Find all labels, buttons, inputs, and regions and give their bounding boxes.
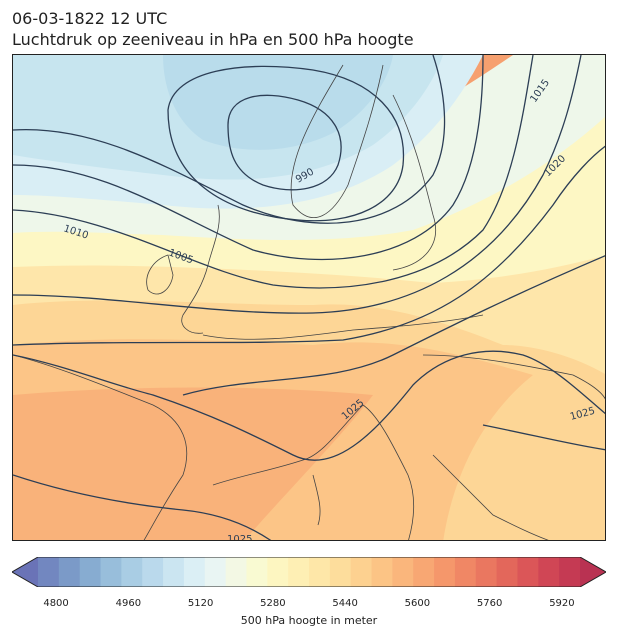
isobar-1025-east <box>482 424 605 451</box>
colorbar-tick-label: 5920 <box>549 598 575 609</box>
colorbar-cell <box>496 557 518 587</box>
colorbar <box>12 557 606 587</box>
coastline-britain <box>181 204 220 334</box>
coastline-northsea <box>202 314 484 340</box>
colorbar-cell <box>559 557 581 587</box>
colorbar-cell <box>329 557 352 587</box>
colorbar-cell <box>392 557 414 587</box>
colorbar-cell <box>100 557 122 587</box>
coastline-scandinavia <box>290 64 384 218</box>
colorbar-cell <box>517 557 539 587</box>
colorbar-cell <box>371 557 393 587</box>
isobar-1025 <box>13 350 605 461</box>
isobar-990 <box>227 94 342 191</box>
colorbar-cell <box>267 557 289 587</box>
isobar-995 <box>167 65 405 222</box>
colorbar-cell <box>246 557 268 587</box>
colorbar-cell <box>58 557 81 587</box>
colorbar-tick-label: 4800 <box>43 598 69 609</box>
map-date-title: 06-03-1822 12 UTC <box>12 9 168 28</box>
isobar-1015 <box>13 55 582 314</box>
isobar-1025-south <box>13 474 272 540</box>
colorbar-extend-max <box>580 557 606 587</box>
colorbar-tick-label: 5440 <box>332 598 358 609</box>
coastline-italy <box>212 404 415 540</box>
weather-map: 1015 1020 1010 1005 990 1025 1025 1025 <box>12 54 606 541</box>
isobar-1000 <box>13 55 446 224</box>
coastline-corsica <box>312 474 321 526</box>
coastline-iberia <box>13 354 187 540</box>
colorbar-cell <box>204 557 227 587</box>
colorbar-cell <box>454 557 477 587</box>
colorbar-cell <box>121 557 143 587</box>
colorbar-cell <box>38 557 60 587</box>
colorbar-cell <box>309 557 331 587</box>
colorbar-extend-min <box>12 557 38 587</box>
title-block: 06-03-1822 12 UTC Luchtdruk op zeeniveau… <box>12 8 414 50</box>
colorbar-cell <box>475 557 498 587</box>
colorbar-tick-label: 5120 <box>187 598 214 609</box>
isobar-1020a <box>13 145 605 346</box>
colorbar-cell <box>183 557 206 587</box>
colorbar-cell <box>350 557 373 587</box>
coastline-balkans <box>432 454 549 540</box>
colorbar-cell <box>538 557 560 587</box>
colorbar-ticks: 4800 4960 5120 5280 5440 5600 5760 5920 <box>0 598 618 612</box>
colorbar-tick-label: 5760 <box>476 598 503 609</box>
isobar-1020b <box>182 255 605 396</box>
colorbar-tick-label: 4960 <box>115 598 142 609</box>
isobar-1010 <box>13 55 534 289</box>
colorbar-label: 500 hPa hoogte in meter <box>240 614 378 627</box>
isobars <box>13 55 605 540</box>
colorbar-tick-label: 5280 <box>260 598 286 609</box>
colorbar-cell <box>413 557 435 587</box>
colorbar-cell <box>288 557 310 587</box>
colorbar-cell <box>225 557 247 587</box>
isobar-1005 <box>13 55 484 261</box>
colorbar-cells <box>38 557 581 587</box>
weather-map-svg: 1015 1020 1010 1005 990 1025 1025 1025 <box>13 55 605 541</box>
coastline-ireland <box>146 254 174 295</box>
isobar-label: 1025 <box>227 534 252 541</box>
colorbar-cell <box>142 557 164 587</box>
colorbar-cell <box>163 557 185 587</box>
colorbar-tick-label: 5600 <box>404 598 431 609</box>
colorbar-cell <box>434 557 456 587</box>
colorbar-cell <box>79 557 102 587</box>
coastline-baltic <box>392 94 436 271</box>
map-subtitle: Luchtdruk op zeeniveau in hPa en 500 hPa… <box>12 30 414 49</box>
